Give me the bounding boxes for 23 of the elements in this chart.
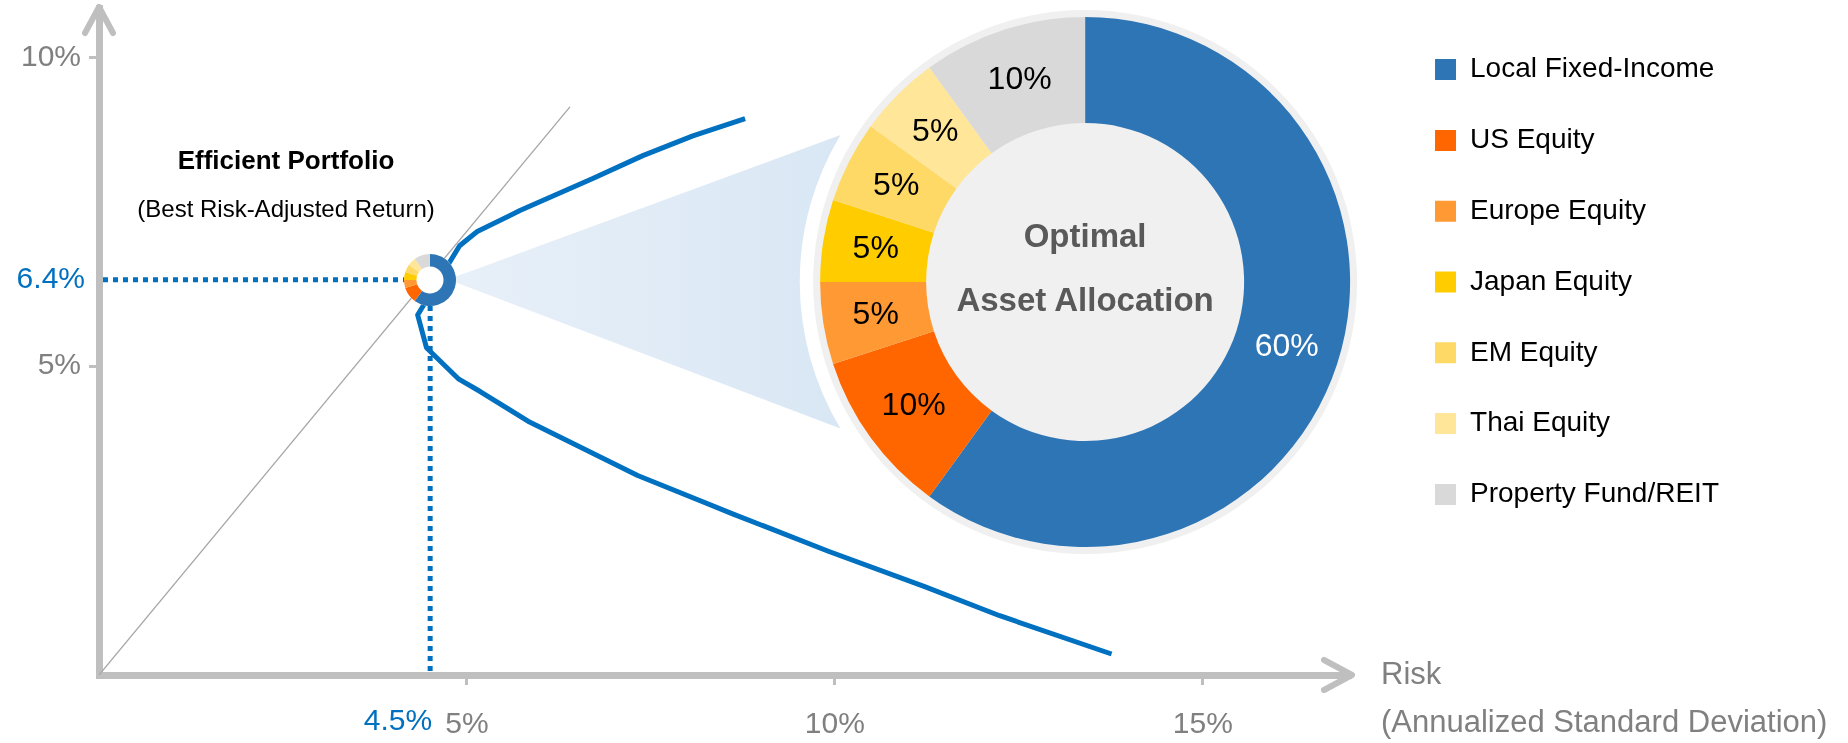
legend-label: Property Fund/REIT <box>1470 477 1720 509</box>
ref-line-label: 4.5% <box>363 703 433 737</box>
x-tick-label: 5% <box>445 706 489 740</box>
legend-label: Thai Equity <box>1470 406 1611 438</box>
legend-label: Europe Equity <box>1470 193 1646 225</box>
data-label: 5% <box>852 228 899 265</box>
x-axis-title: Risk (Annualized Standard Deviation) <box>1381 655 1828 739</box>
data-label: 10% <box>881 386 946 423</box>
annotation: Efficient Portfolio <box>177 145 395 176</box>
ref-line-label: 6.4% <box>16 261 85 295</box>
legend-label: Local Fixed-Income <box>1470 52 1715 84</box>
x-tick-label: 15% <box>1172 706 1233 740</box>
x-tick-label: 10% <box>804 706 865 740</box>
data-label: 5% <box>873 165 920 202</box>
text: Optimal Asset Allocation <box>956 217 1214 319</box>
data-label: 5% <box>852 294 899 331</box>
legend-label: Japan Equity <box>1470 264 1632 296</box>
data-label: 60% <box>1254 327 1319 364</box>
data-label: 10% <box>987 60 1052 97</box>
annotation: (Best Risk-Adjusted Return) <box>137 194 435 222</box>
legend-label: EM Equity <box>1470 335 1598 367</box>
data-label: 5% <box>912 111 959 148</box>
legend-label: US Equity <box>1470 123 1595 155</box>
